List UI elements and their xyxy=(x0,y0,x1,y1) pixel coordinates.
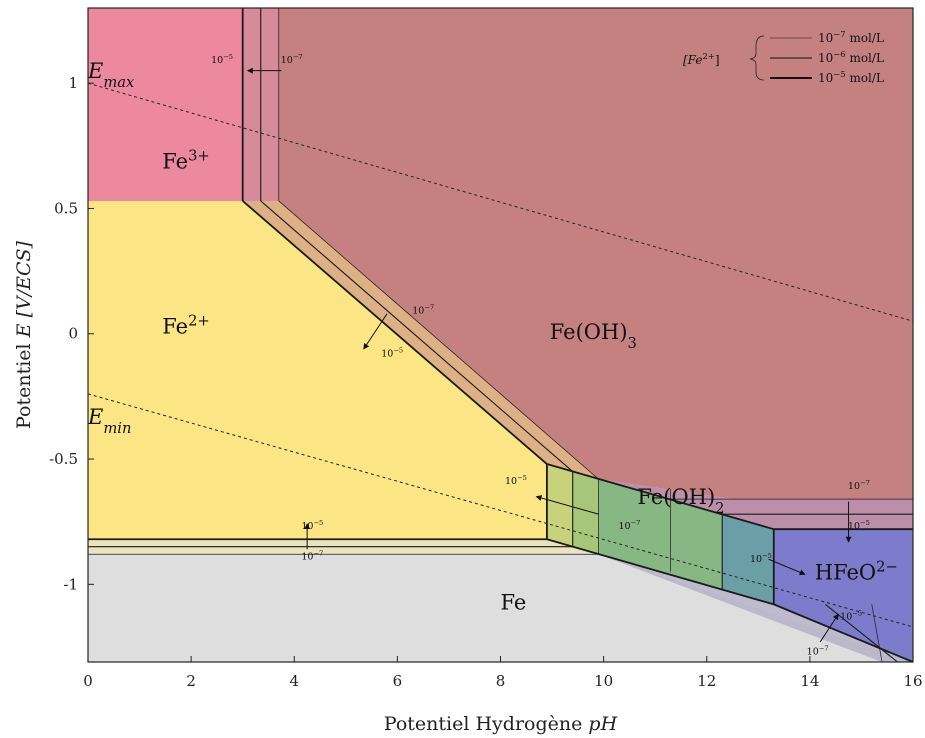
legend-entry-2: 10−5 mol/L xyxy=(818,69,884,85)
y-tick-label-1: 0.5 xyxy=(54,199,78,217)
legend-title: [Fe2+] xyxy=(683,51,720,67)
x-tick-label-5: 10 xyxy=(594,672,613,690)
x-tick-label-1: 2 xyxy=(186,672,196,690)
y-tick-label-0: 1 xyxy=(68,74,78,92)
x-tick-label-4: 8 xyxy=(496,672,506,690)
plot-area xyxy=(88,8,913,662)
legend-entry-1: 10−6 mol/L xyxy=(818,49,884,65)
y-tick-label-2: 0 xyxy=(68,325,78,343)
y-tick-label-4: -1 xyxy=(63,575,78,593)
y-tick-label-3: -0.5 xyxy=(49,450,78,468)
x-tick-label-6: 12 xyxy=(697,672,716,690)
x-tick-label-7: 14 xyxy=(800,672,819,690)
region-label-5: Fe xyxy=(500,590,526,614)
legend-entry-0: 10−7 mol/L xyxy=(818,29,884,45)
x-tick-label-3: 6 xyxy=(393,672,403,690)
x-tick-label-2: 4 xyxy=(289,672,299,690)
x-axis-title: Potentiel Hydrogène pH xyxy=(384,713,618,735)
y-axis-title: Potentiel E [V/ECS] xyxy=(13,240,35,429)
x-tick-label-8: 16 xyxy=(903,672,922,690)
x-tick-label-0: 0 xyxy=(83,672,93,690)
